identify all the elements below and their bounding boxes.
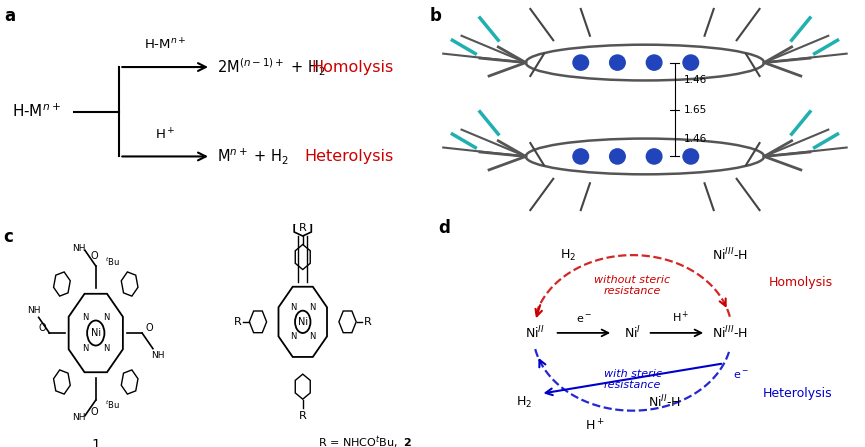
Circle shape [573,55,588,70]
Text: b: b [429,7,441,25]
Text: N: N [104,313,110,322]
Text: R: R [299,223,306,233]
Text: c: c [3,228,13,246]
Text: NH: NH [72,244,86,253]
Text: Homolysis: Homolysis [311,59,394,75]
Text: Ni$^{II}$: Ni$^{II}$ [525,325,545,341]
Text: N: N [310,303,316,312]
Text: Ni$^{I}$: Ni$^{I}$ [624,325,641,341]
Text: O: O [91,252,98,261]
Text: Ni$^{III}$-H: Ni$^{III}$-H [712,325,747,341]
Text: $^t$Bu: $^t$Bu [105,255,120,268]
Text: e$^-$: e$^-$ [733,370,749,381]
Text: R = NHCO$^t$Bu,  $\mathbf{2}$: R = NHCO$^t$Bu, $\mathbf{2}$ [318,434,413,447]
Text: Ni$^{II}$-H: Ni$^{II}$-H [649,394,682,410]
Circle shape [683,55,699,70]
Text: O: O [145,323,153,333]
Circle shape [646,55,662,70]
Text: Heterolysis: Heterolysis [763,387,832,400]
Circle shape [87,320,105,346]
Text: H$^+$: H$^+$ [155,127,176,142]
Text: R: R [299,411,306,421]
Text: e$^-$: e$^-$ [576,314,592,325]
Text: R: R [364,317,371,327]
Text: Homolysis: Homolysis [768,276,832,289]
Text: N: N [290,332,296,341]
Text: H$_2$: H$_2$ [560,248,576,263]
Text: without steric
resistance: without steric resistance [594,275,670,296]
Text: R: R [234,317,241,327]
Circle shape [646,149,662,164]
Text: a: a [4,7,15,25]
Circle shape [573,149,588,164]
Text: N: N [104,344,110,353]
Text: NH: NH [27,306,41,315]
Text: Ni$^{III}$-H: Ni$^{III}$-H [712,247,747,263]
Text: H$_2$: H$_2$ [516,395,533,410]
Text: H$^+$: H$^+$ [672,310,690,325]
Text: N: N [81,313,88,322]
Text: Ni: Ni [91,328,101,338]
Text: N: N [310,332,316,341]
Text: Heterolysis: Heterolysis [304,149,394,164]
Circle shape [610,149,625,164]
Text: 2M$^{(n-1)+}$ + H$_2$: 2M$^{(n-1)+}$ + H$_2$ [217,56,325,78]
Text: N: N [290,303,296,312]
Circle shape [683,149,699,164]
Text: Ni: Ni [298,317,308,327]
Text: 1.46: 1.46 [684,76,708,85]
Text: M$^{n+}$ + H$_2$: M$^{n+}$ + H$_2$ [217,147,289,166]
Text: 1.46: 1.46 [684,134,708,143]
Circle shape [610,55,625,70]
Text: N: N [81,344,88,353]
Text: 1: 1 [92,438,100,447]
Circle shape [295,311,311,333]
Text: H$^+$: H$^+$ [585,418,605,434]
Text: H-M$^{n+}$: H-M$^{n+}$ [12,103,61,120]
Text: 1.65: 1.65 [684,105,708,114]
Text: NH: NH [151,351,164,360]
Text: $^t$Bu: $^t$Bu [105,398,120,411]
Text: O: O [39,323,47,333]
Text: with steric
resistance: with steric resistance [604,369,662,390]
Text: O: O [91,407,98,417]
Text: NH: NH [72,413,86,422]
Text: d: d [438,219,450,237]
Text: H-M$^{n+}$: H-M$^{n+}$ [144,38,187,53]
